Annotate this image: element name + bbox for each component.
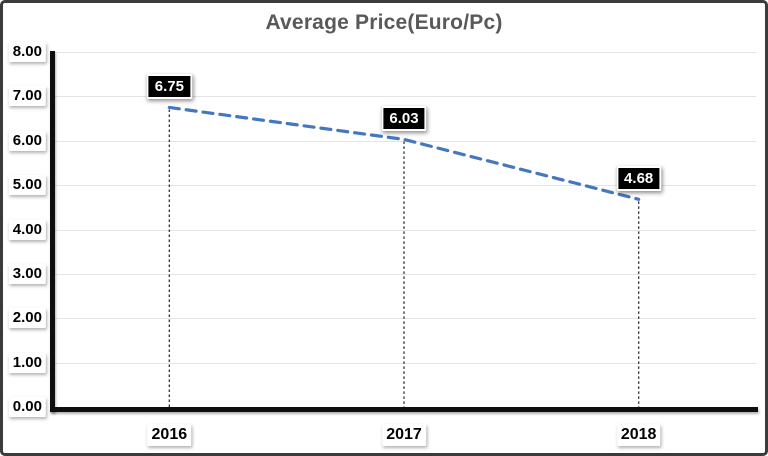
data-point-label: 4.68: [616, 166, 662, 192]
y-axis-tick-label: 3.00: [8, 263, 46, 284]
x-axis-category-label: 2016: [147, 424, 192, 446]
y-gridline: [52, 229, 756, 231]
y-gridline: [52, 273, 756, 275]
data-point-label: 6.75: [146, 74, 192, 100]
y-axis-tick-label: 1.00: [8, 352, 46, 373]
y-axis-line: [50, 51, 55, 412]
chart-title: Average Price(Euro/Pc): [265, 11, 503, 34]
y-axis-tick-label: 4.00: [8, 219, 46, 240]
y-gridline: [52, 140, 756, 142]
y-gridline: [52, 318, 756, 320]
y-axis-tick-label: 2.00: [8, 308, 46, 329]
x-axis-category-label: 2018: [616, 424, 661, 446]
x-axis-line: [50, 407, 758, 412]
y-axis-tick-label: 5.00: [8, 175, 46, 196]
x-axis-category-label: 2017: [382, 424, 426, 446]
y-gridline: [52, 52, 756, 53]
y-axis-tick-label: 0.00: [8, 397, 46, 417]
y-axis-tick-label: 8.00: [8, 42, 46, 62]
y-gridline: [52, 362, 756, 364]
y-gridline: [52, 96, 756, 98]
y-axis-tick-label: 6.00: [8, 130, 46, 151]
data-point-label: 6.03: [381, 106, 427, 132]
y-axis-tick-label: 7.00: [8, 86, 46, 107]
chart-plot-canvas: [167, 105, 641, 407]
